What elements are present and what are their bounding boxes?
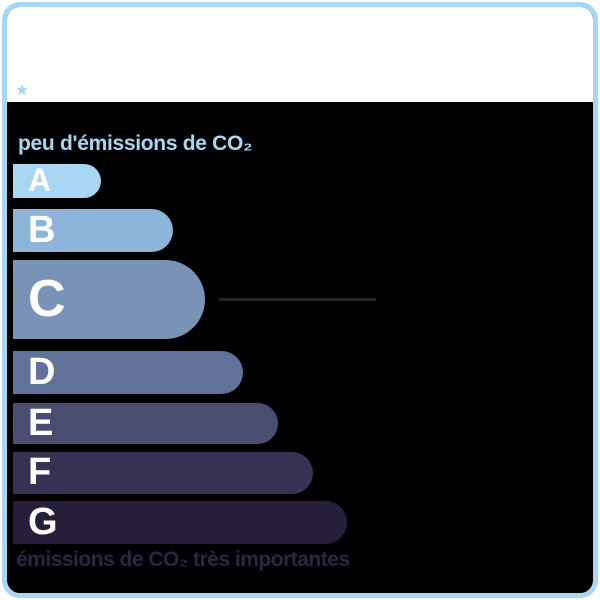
class-bar-c: C (13, 260, 205, 339)
class-bar-e: E (13, 403, 278, 444)
top-white-band (7, 7, 593, 102)
class-bar-d: D (13, 351, 243, 394)
class-letter-f: F (28, 451, 52, 493)
class-bar-b: B (13, 209, 173, 252)
class-letter-b: B (28, 208, 56, 251)
rating-pointer-line (219, 298, 376, 301)
class-bar-f: F (13, 452, 313, 494)
class-bar-a: A (13, 164, 101, 198)
high-emissions-caption: émissions de CO₂ très importantes (16, 548, 350, 571)
low-emissions-caption: peu d'émissions de CO₂ (18, 132, 253, 155)
class-letter-e: E (28, 401, 54, 444)
class-letter-g: G (28, 500, 58, 543)
class-letter-d: D (28, 350, 56, 393)
class-letter-a: A (28, 162, 52, 198)
asterisk-star-icon (16, 84, 28, 96)
class-bar-g: G (13, 501, 347, 544)
class-letter-c: C (28, 269, 66, 328)
